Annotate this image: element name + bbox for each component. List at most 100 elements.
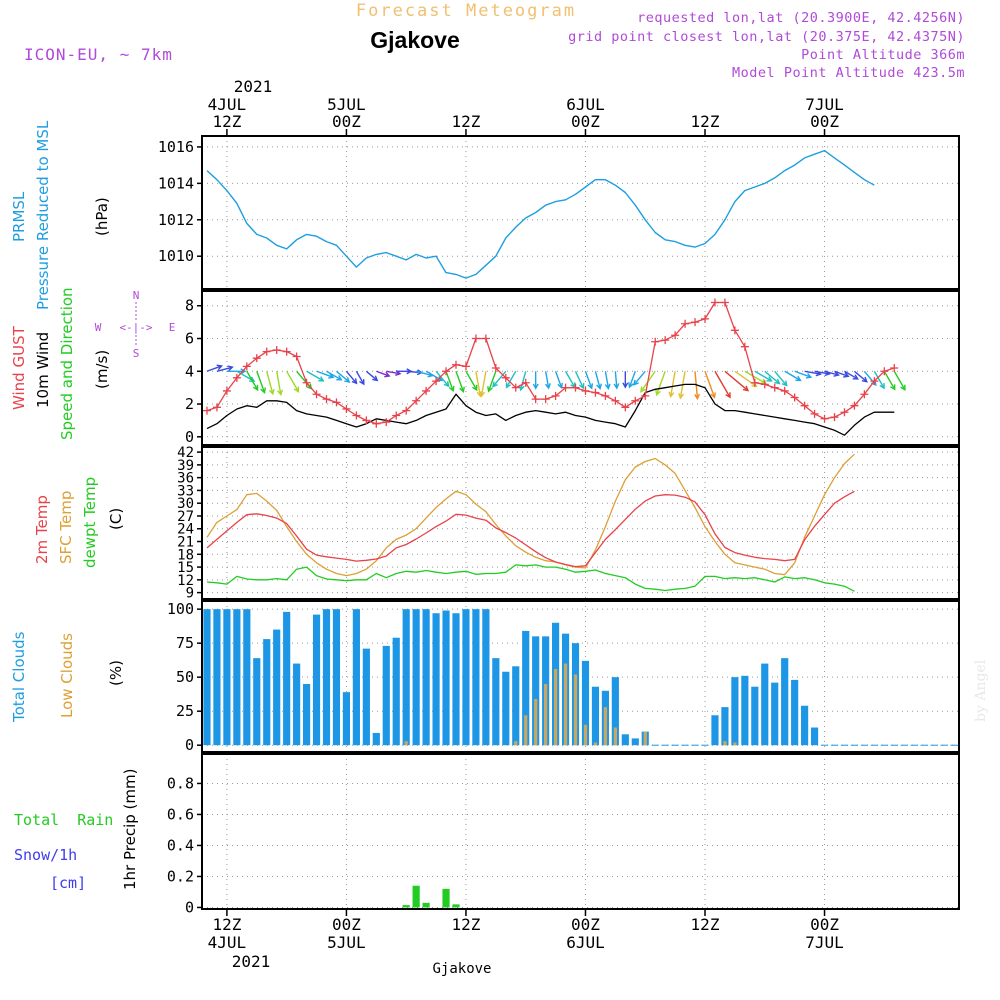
panel-precip: 0 0.2 0.4 0.6 0.8 <box>167 753 960 916</box>
wind-arrow-shaft <box>326 370 342 381</box>
panel-pressure: 1010 1012 1014 1016 <box>158 135 960 290</box>
gust-marker <box>501 373 510 382</box>
wind-arrow-head <box>492 381 498 388</box>
wind-arrow-head <box>774 378 781 385</box>
wind-arrow-head <box>795 375 802 382</box>
wind-arrow-head <box>344 377 351 383</box>
bottom-tick-date: 5JUL <box>327 933 366 952</box>
wind-arrow-shaft <box>628 371 636 388</box>
wind-arrow-shaft <box>480 371 487 397</box>
wind-arrow-shaft <box>754 370 772 382</box>
gust-marker <box>631 396 640 405</box>
ytick-label: 0.4 <box>167 836 194 854</box>
gust-marker <box>621 403 630 412</box>
low-cloud-bar <box>603 707 608 746</box>
wind-arrow-head <box>249 376 256 382</box>
wind-arrow-shaft <box>804 370 821 375</box>
ytick-label: 36 <box>177 471 194 487</box>
ytick-label: 1014 <box>158 174 194 192</box>
cloud-labels: Total Clouds Low Clouds (%) <box>10 631 125 723</box>
wind-arrow-shaft <box>794 370 812 378</box>
wind-arrow-shaft <box>306 370 324 382</box>
total-cloud-bar <box>243 609 251 746</box>
gust-marker <box>302 378 311 387</box>
wind-arrow <box>883 370 896 391</box>
wind-arrow-shaft <box>492 370 507 387</box>
gust-marker <box>442 367 451 376</box>
pressure-labels: PRMSL Pressure Reduced to MSL (hPa) <box>10 120 111 310</box>
wind-arrow-head <box>372 375 379 382</box>
precip-labels: Total Rain Snow/1h [cm] 1hr Precip (mm) <box>14 769 139 892</box>
wind-arrow <box>518 371 527 392</box>
wind-arrow-head <box>487 386 493 393</box>
total-cloud-bar <box>721 707 729 746</box>
wind-arrow-shaft <box>893 370 906 391</box>
gust-marker <box>840 408 849 417</box>
ytick-label: 75 <box>176 634 194 652</box>
wind-arrow <box>306 370 325 382</box>
wind-arrow-shaft <box>784 370 801 381</box>
wind-arrow <box>465 370 478 392</box>
total-cloud-bar <box>302 683 311 746</box>
gust-marker <box>760 380 769 389</box>
wind-arrow-shaft <box>266 371 274 395</box>
wind-arrow-head <box>268 388 275 396</box>
wind-arrow-shaft <box>604 371 610 389</box>
wind-arrow-head <box>351 378 358 385</box>
wind-arrow <box>594 371 602 390</box>
low-cloud-bar <box>733 742 737 746</box>
panel-frame <box>201 135 960 290</box>
low-cloud-bar <box>583 724 588 746</box>
gust-marker <box>661 336 670 345</box>
gust-marker <box>880 367 889 376</box>
wind-arrow <box>613 371 620 390</box>
wind-arrow <box>744 370 767 385</box>
temp-label-3: dewpt Temp <box>81 477 99 568</box>
wind-arrow-shaft <box>455 371 465 392</box>
total-cloud-bar <box>741 675 749 746</box>
low-cloud-bar <box>514 741 518 746</box>
wind-arrow <box>584 371 594 390</box>
ytick-label: 8 <box>185 297 194 315</box>
wind-arrow-head <box>518 384 525 392</box>
rain-bar <box>412 885 420 908</box>
ytick-label: 0.6 <box>167 805 194 823</box>
wind-arrow-shaft <box>584 371 593 389</box>
low-cloud-bar <box>544 683 548 746</box>
gust-marker <box>342 404 351 413</box>
wind-arrow-shaft <box>435 370 450 387</box>
bottom-tick-hour: 12Z <box>212 915 241 934</box>
wind-arrow-shaft <box>873 370 885 389</box>
bottom-tick-hour: 00Z <box>571 915 600 934</box>
compass-west: W <box>95 321 102 334</box>
wind-arrow-head <box>505 382 512 389</box>
wind-arrow-shaft <box>487 371 497 392</box>
gust-marker <box>850 401 859 410</box>
wind-arrow-shaft <box>655 371 666 395</box>
wind-arrow <box>834 370 850 378</box>
ytick-label: 6 <box>185 330 194 348</box>
wind-arrow <box>784 370 802 382</box>
gust-marker <box>710 298 719 307</box>
total-cloud-bar <box>442 610 450 746</box>
gust-marker <box>651 337 660 346</box>
wind-arrow <box>764 370 781 385</box>
cloud-label-2: Low Clouds <box>58 633 76 718</box>
ytick-label: 50 <box>176 668 194 686</box>
wind-arrow-head <box>843 372 850 378</box>
panel-wind: 0 2 4 6 8 <box>185 290 960 446</box>
gust-marker <box>641 391 650 400</box>
wind-arrow <box>633 370 646 386</box>
wind-arrow <box>794 370 813 379</box>
top-tick-date: 5JUL <box>327 95 366 114</box>
wind-arrow-shaft <box>814 370 830 375</box>
grid-point-coords: grid point closest lon,lat (20.375E, 42.… <box>568 29 965 45</box>
gust-marker <box>671 331 680 340</box>
wind-arrow-head <box>604 383 611 390</box>
wind-arrow <box>326 370 343 381</box>
wind-arrow-head <box>384 371 391 378</box>
total-cloud-bar <box>751 686 759 746</box>
ytick-label: 33 <box>177 483 194 499</box>
wind-arrow <box>754 370 773 382</box>
total-cloud-bar <box>223 609 231 746</box>
